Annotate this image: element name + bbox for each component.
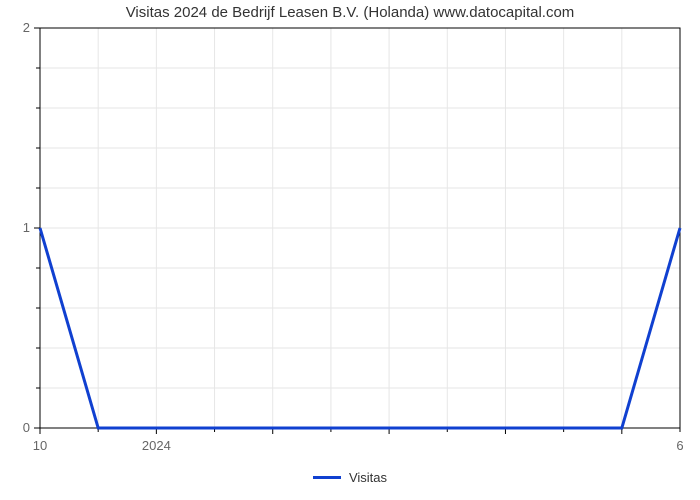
y-tick-label: 2 (23, 20, 30, 35)
legend-swatch (313, 476, 341, 479)
chart-title: Visitas 2024 de Bedrijf Leasen B.V. (Hol… (0, 4, 700, 21)
legend: Visitas (0, 470, 700, 485)
plot-area (40, 28, 680, 428)
x-tick-label: 2024 (126, 438, 186, 453)
x-tick-label: 10 (10, 438, 70, 453)
chart-container: { "chart": { "type": "line", "title": "V… (0, 0, 700, 500)
y-tick-label: 0 (23, 420, 30, 435)
y-tick-label: 1 (23, 220, 30, 235)
x-tick-label: 6 (650, 438, 700, 453)
legend-label: Visitas (349, 470, 387, 485)
